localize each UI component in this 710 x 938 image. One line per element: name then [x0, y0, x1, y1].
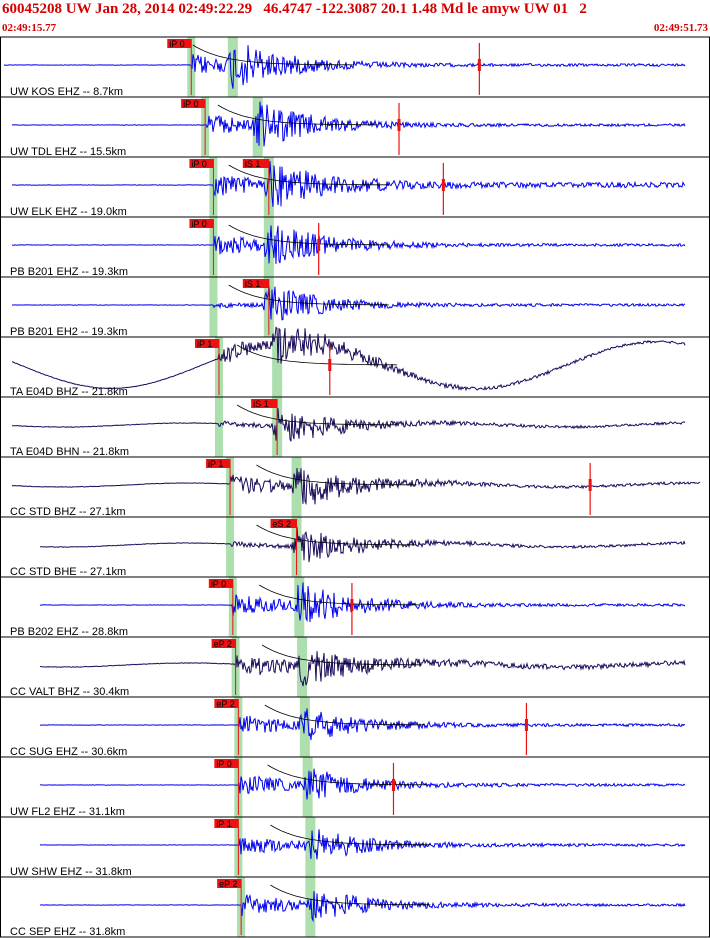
p-pick-label: eP 2: [219, 879, 237, 889]
trace-label: TA E04D BHZ -- 21.8km: [10, 386, 128, 398]
p-pick-label: iP 0: [191, 219, 206, 229]
coda-curve: [228, 224, 389, 246]
p-pick-box: [167, 39, 192, 48]
coda-end-marker: [588, 479, 592, 491]
s-pick-box: [251, 399, 278, 408]
p-pick-label: iP 0: [216, 759, 231, 769]
coda-curve: [217, 104, 378, 126]
p-pick-box: [211, 639, 236, 648]
waveform-trace: [11, 408, 686, 442]
trace-label: CC STD BHZ -- 27.1km: [10, 506, 126, 518]
p-pick-label: iP 1: [197, 339, 212, 349]
coda-curve: [259, 584, 420, 606]
coda-end-marker: [317, 239, 321, 251]
s-pick-label: iS 1: [245, 159, 261, 169]
header-bar: 60045208 UW Jan 28, 2014 02:49:22.29 46.…: [0, 0, 710, 36]
p-pick-label: iP 1: [216, 819, 231, 829]
waveform-trace: [39, 891, 686, 923]
coda-curve: [256, 464, 417, 486]
s-pick-box: [242, 279, 269, 288]
trace-label: PB B201 EHZ -- 19.3km: [10, 266, 128, 278]
p-pick-box: [217, 879, 242, 888]
coda-curve: [261, 644, 423, 666]
coda-end-marker: [477, 59, 481, 71]
coda-end-marker: [524, 719, 528, 731]
coda-end-marker: [391, 779, 395, 791]
trace-label: CC STD BHE -- 27.1km: [10, 566, 126, 578]
coda-curve: [236, 404, 398, 426]
waveform-trace: [11, 326, 686, 392]
waveform-trace: [11, 286, 686, 321]
waveform-trace: [39, 526, 686, 563]
coda-curve: [270, 824, 431, 846]
trace-label: TA E04D BHN -- 21.8km: [10, 446, 129, 458]
waveform-trace: [3, 45, 686, 89]
p-pick-box: [214, 699, 239, 708]
p-pick-label: iP 0: [191, 159, 206, 169]
p-pick-box: [214, 819, 239, 828]
waveform-trace: [11, 101, 686, 147]
coda-curve: [228, 284, 389, 306]
coda-curve: [264, 704, 425, 726]
waveform-trace: [11, 467, 701, 506]
trace-label: UW FL2 EHZ -- 31.1km: [10, 806, 125, 818]
p-pick-label: eP 2: [214, 639, 232, 649]
trace-label: UW ELK EHZ -- 19.0km: [10, 206, 127, 218]
coda-curve: [192, 44, 353, 66]
trace-label: UW SHW EHZ -- 31.8km: [10, 866, 132, 878]
waveform-trace: [40, 768, 686, 800]
trace-label: CC VALT BHZ -- 30.4km: [10, 686, 129, 698]
waveform-trace: [11, 161, 686, 207]
trace-label: PB B202 EHZ -- 28.8km: [10, 626, 128, 638]
event-title: 60045208 UW Jan 28, 2014 02:49:22.29 46.…: [2, 1, 587, 17]
waveform-trace: [39, 582, 686, 623]
waveform-trace: [40, 651, 686, 687]
plot-border: [0, 36, 710, 938]
coda-end-marker: [328, 359, 332, 371]
p-pick-box: [189, 159, 214, 168]
time-end-label: 02:49:51.73: [653, 22, 708, 34]
s-pick-box: [242, 159, 269, 168]
p-pick-box: [189, 219, 214, 228]
trace-label: UW KOS EHZ -- 8.7km: [10, 86, 123, 98]
p-pick-box: [181, 99, 206, 108]
waveform-trace: [11, 225, 686, 264]
coda-curve: [267, 764, 428, 786]
waveform-trace: [39, 708, 686, 741]
coda-end-marker: [397, 119, 401, 131]
s-pick-label: iS 1: [253, 399, 269, 409]
p-pick-label: iP 1: [208, 459, 223, 469]
waveform-trace: [39, 829, 686, 860]
trace-label: PB B201 EH2 -- 19.3km: [10, 326, 127, 338]
p-pick-box: [194, 339, 219, 348]
trace-label: UW TDL EHZ -- 15.5km: [10, 146, 126, 158]
p-pick-box: [208, 579, 233, 588]
p-arrival-window: [187, 37, 246, 937]
coda-curve: [228, 164, 389, 186]
p-pick-label: iP 0: [169, 39, 184, 49]
s-pick-box: [270, 519, 297, 528]
coda-end-marker: [350, 599, 354, 611]
s-pick-label: iS 1: [245, 279, 261, 289]
coda-end-marker: [441, 179, 445, 191]
p-pick-label: iP 0: [211, 579, 226, 589]
coda-curve: [270, 884, 431, 906]
p-pick-label: eP 2: [216, 699, 234, 709]
trace-label: CC SEP EHZ -- 31.8km: [10, 926, 125, 938]
p-pick-box: [206, 459, 231, 468]
time-start-label: 02:49:15.77: [2, 22, 57, 34]
p-pick-box: [214, 759, 239, 768]
s-pick-label: eS 2: [273, 519, 292, 529]
p-pick-label: iP 0: [183, 99, 198, 109]
trace-label: CC SUG EHZ -- 30.6km: [10, 746, 127, 758]
coda-curve: [236, 344, 398, 366]
coda-curve: [256, 524, 417, 546]
